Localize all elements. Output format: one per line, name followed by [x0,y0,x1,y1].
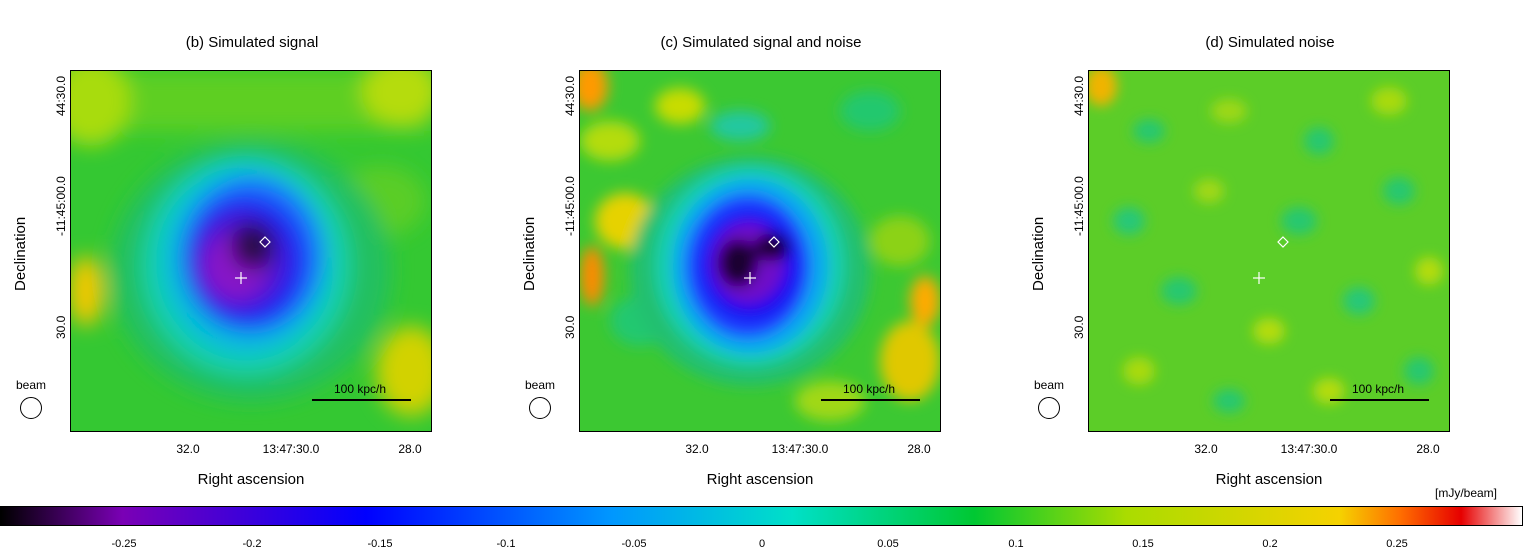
colorbar-tick-label: -0.15 [367,538,393,550]
x-tick-label: 28.0 [1416,442,1440,456]
x-tick-label: 32.0 [176,442,200,456]
y-tick-label: 30.0 [563,315,577,339]
scale-bar-label: 100 kpc/h [1352,382,1405,396]
cross-marker [744,272,756,284]
y-tick-label: 44:30.0 [563,75,577,116]
panel-title: (d) Simulated noise [1205,34,1335,51]
colorbar [0,506,1523,526]
beam-label: beam [16,378,47,392]
panel-simulated-signal-and-noise: (c) Simulated signal and noise Declinati… [509,0,1009,500]
diamond-marker [768,236,780,248]
x-tick-label: 13:47:30.0 [1280,442,1338,456]
y-tick-label: 44:30.0 [1072,75,1086,116]
cross-marker [235,272,247,284]
x-tick-label: 28.0 [907,442,931,456]
beam-circle [20,397,42,419]
scale-bar [1330,399,1429,401]
declination-axis-label: Declination [1030,216,1047,291]
colorbar-tick-label: -0.2 [242,538,262,550]
panel-title: (b) Simulated signal [185,34,319,51]
y-tick-label: 44:30.0 [54,75,68,116]
scale-bar-label: 100 kpc/h [843,382,896,396]
colorbar-tick-label: 0.1 [1008,538,1024,550]
sz-map-signal-and-noise [579,70,941,432]
panel-simulated-noise: (d) Simulated noise Declination 44:30.0 … [1018,0,1518,500]
beam-circle [529,397,551,419]
diamond-marker [259,236,271,248]
beam-label: beam [525,378,556,392]
y-tick-label: -11:45:00.0 [1072,176,1086,236]
beam-label: beam [1034,378,1065,392]
cross-marker [1253,272,1265,284]
scale-bar-label: 100 kpc/h [334,382,387,396]
sz-map-signal [70,70,432,432]
declination-axis-label: Declination [12,216,29,291]
x-tick-label: 13:47:30.0 [771,442,829,456]
declination-axis-label: Declination [521,216,538,291]
colorbar-tick-label: -0.25 [111,538,137,550]
right-ascension-axis-label: Right ascension [1215,471,1323,488]
right-ascension-axis-label: Right ascension [706,471,814,488]
colorbar-tick-label: 0.15 [1132,538,1154,550]
map-image-noise [1089,71,1449,431]
y-tick-label: 30.0 [1072,315,1086,339]
colorbar-tick-label: 0.05 [877,538,899,550]
colorbar-tick-label: 0 [758,538,766,550]
colorbar-tick-label: 0.2 [1262,538,1278,550]
colorbar-tick-label: -0.05 [621,538,647,550]
x-tick-label: 32.0 [1194,442,1218,456]
sz-map-noise [1088,70,1450,432]
colorbar-tick-label: 0.25 [1386,538,1408,550]
x-tick-label: 32.0 [685,442,709,456]
panel-simulated-signal: (b) Simulated signal Declination 44:30.0… [0,0,500,500]
y-tick-label: -11:45:00.0 [54,176,68,236]
right-ascension-axis-label: Right ascension [197,471,305,488]
map-image-signal-and-noise [580,71,940,431]
diamond-marker [1277,236,1289,248]
x-tick-label: 28.0 [398,442,422,456]
scale-bar [312,399,411,401]
x-tick-label: 13:47:30.0 [262,442,320,456]
beam-circle [1038,397,1060,419]
panel-title: (c) Simulated signal and noise [660,34,862,51]
colorbar-unit-label: [mJy/beam] [1435,486,1498,500]
scale-bar [821,399,920,401]
map-image-signal [71,71,431,431]
y-tick-label: 30.0 [54,315,68,339]
colorbar-tick-label: -0.1 [496,538,516,550]
y-tick-label: -11:45:00.0 [563,176,577,236]
